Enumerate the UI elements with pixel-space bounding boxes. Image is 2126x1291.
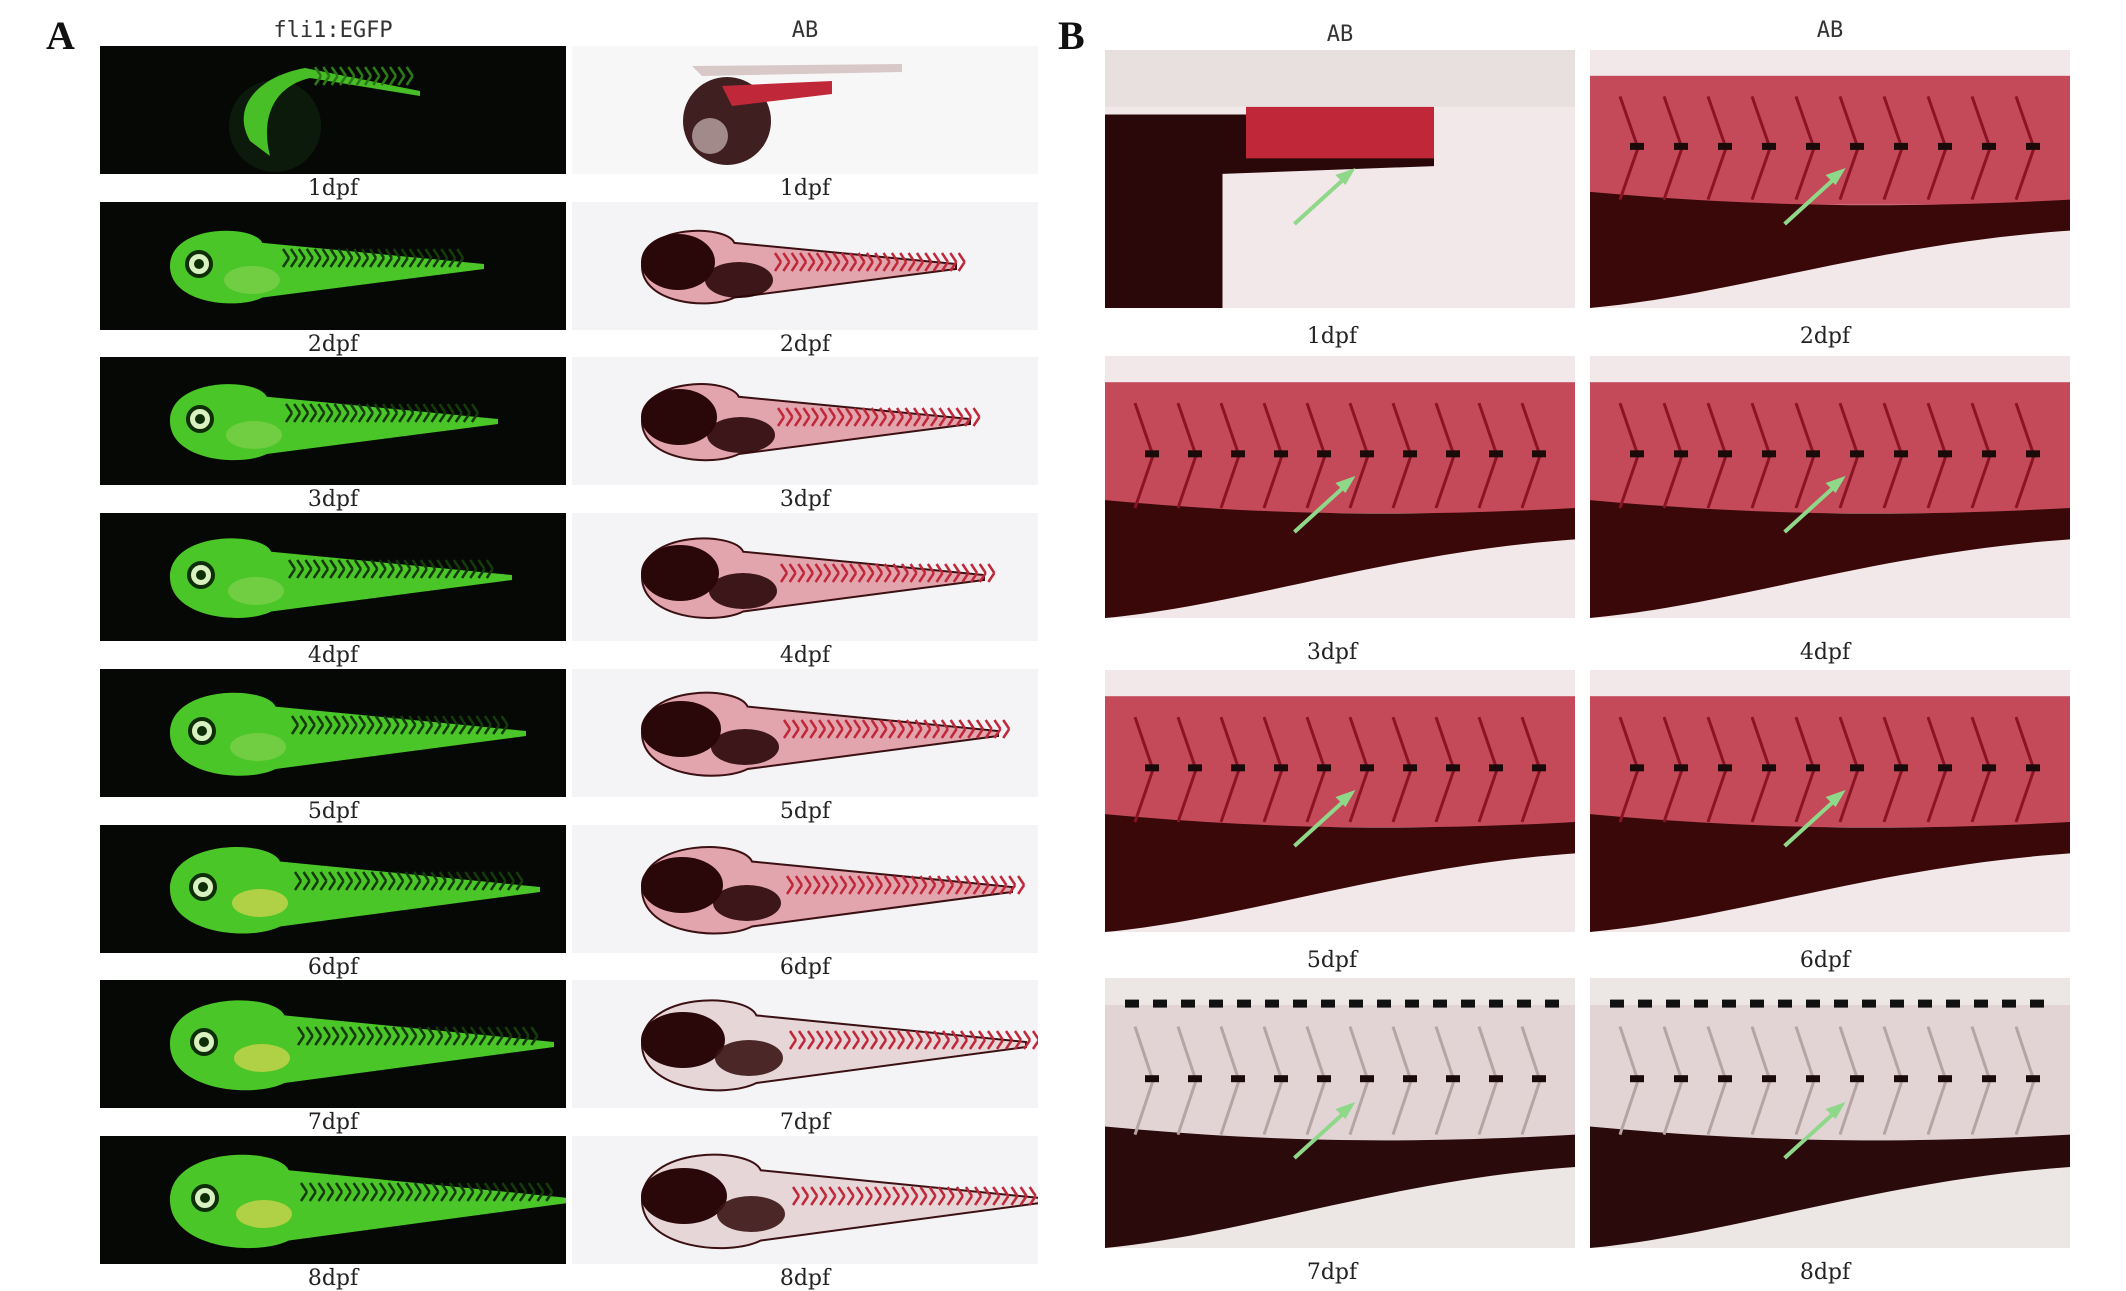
stage-label: 7dpf [307,1110,359,1135]
stage-label: 6dpf [1799,948,1851,973]
egfp-larva-image [100,825,566,953]
egfp-larva-image [100,513,566,641]
brightfield-larva-image [572,357,1038,485]
panel-b-col1-header: AB [1326,22,1354,47]
stage-label: 5dpf [779,799,831,824]
stage-label: 3dpf [307,487,359,512]
panel-b-col2-header: AB [1816,18,1844,43]
brightfield-larva-image [572,46,1038,174]
trunk-vessel-closeup-image [1105,356,1575,618]
stage-label: 8dpf [1799,1260,1851,1285]
stage-label: 6dpf [307,955,359,980]
brightfield-larva-image [572,980,1038,1108]
brightfield-larva-image [572,202,1038,330]
stage-label: 6dpf [779,955,831,980]
trunk-vessel-closeup-image [1105,978,1575,1248]
stage-label: 2dpf [307,332,359,357]
panel-a-egfp-header: fli1:EGFP [273,18,393,43]
stage-label: 3dpf [779,487,831,512]
stage-label: 5dpf [307,799,359,824]
stage-label: 4dpf [779,643,831,668]
stage-label: 4dpf [307,643,359,668]
brightfield-larva-image [572,669,1038,797]
egfp-larva-image [100,202,566,330]
stage-label: 2dpf [779,332,831,357]
stage-label: 1dpf [1306,324,1358,349]
egfp-larva-image [100,46,566,174]
panel-a-ab-header: AB [791,18,819,43]
stage-label: 5dpf [1306,948,1358,973]
trunk-vessel-closeup-image [1590,670,2070,932]
brightfield-larva-image [572,1136,1038,1264]
brightfield-larva-image [572,513,1038,641]
trunk-vessel-closeup-image [1590,356,2070,618]
egfp-larva-image [100,1136,566,1264]
stage-label: 1dpf [307,176,359,201]
stage-label: 4dpf [1799,640,1851,665]
stage-label: 8dpf [307,1266,359,1291]
trunk-vessel-closeup-image [1105,670,1575,932]
trunk-vessel-closeup-image [1590,978,2070,1248]
stage-label: 7dpf [1306,1260,1358,1285]
trunk-vessel-closeup-image [1105,50,1575,308]
stage-label: 2dpf [1799,324,1851,349]
trunk-vessel-closeup-image [1590,50,2070,308]
stage-label: 1dpf [779,176,831,201]
egfp-larva-image [100,357,566,485]
stage-label: 8dpf [779,1266,831,1291]
stage-label: 7dpf [779,1110,831,1135]
panel-a-label: A [46,13,75,58]
stage-label: 3dpf [1306,640,1358,665]
brightfield-larva-image [572,825,1038,953]
egfp-larva-image [100,980,566,1108]
egfp-larva-image [100,669,566,797]
panel-b-label: B [1058,13,1085,58]
